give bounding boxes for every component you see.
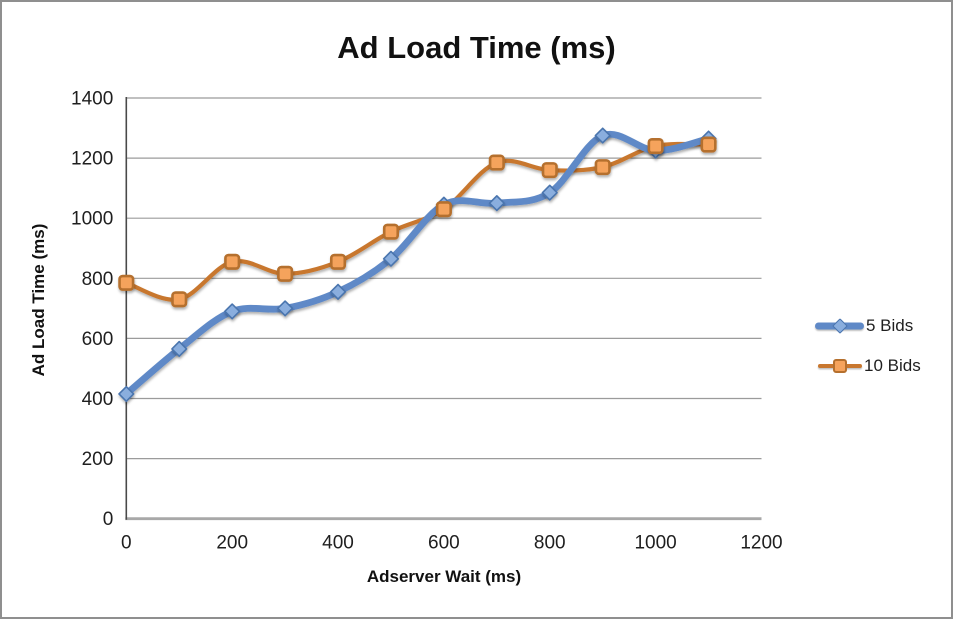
svg-text:200: 200 (216, 533, 248, 554)
gridlines (126, 97, 762, 460)
y-tick-labels: 0 200 400 600 800 1000 1200 1400 (71, 89, 113, 531)
legend-label-5-bids: 5 Bids (866, 316, 914, 335)
line-square-marker-icon (818, 357, 862, 375)
svg-text:800: 800 (534, 533, 566, 554)
markers-10-bids (118, 136, 717, 308)
svg-text:1200: 1200 (740, 533, 782, 554)
svg-text:1000: 1000 (71, 209, 113, 230)
legend-item-10-bids: 10 Bids (815, 354, 921, 378)
svg-text:0: 0 (103, 509, 114, 530)
svg-text:400: 400 (82, 389, 114, 410)
line-10-bids (124, 141, 711, 302)
svg-text:200: 200 (82, 449, 114, 470)
svg-text:600: 600 (82, 329, 114, 350)
x-tick-labels: 0 200 400 600 800 1000 1200 (121, 533, 783, 554)
svg-text:1400: 1400 (71, 89, 113, 110)
legend-item-5-bids: 5 Bids (815, 314, 913, 338)
markers-5-bids (118, 127, 717, 403)
line-5-bids (122, 130, 712, 398)
chart-title: Ad Load Time (ms) (337, 30, 616, 65)
legend-label-10-bids: 10 Bids (864, 356, 921, 375)
svg-text:400: 400 (322, 533, 354, 554)
svg-text:800: 800 (82, 269, 114, 290)
x-axis-title: Adserver Wait (ms) (366, 567, 522, 586)
line-diamond-marker-icon (815, 317, 864, 335)
svg-text:0: 0 (121, 533, 132, 554)
svg-text:1200: 1200 (71, 149, 113, 170)
svg-text:1000: 1000 (634, 533, 676, 554)
svg-text:600: 600 (428, 533, 460, 554)
